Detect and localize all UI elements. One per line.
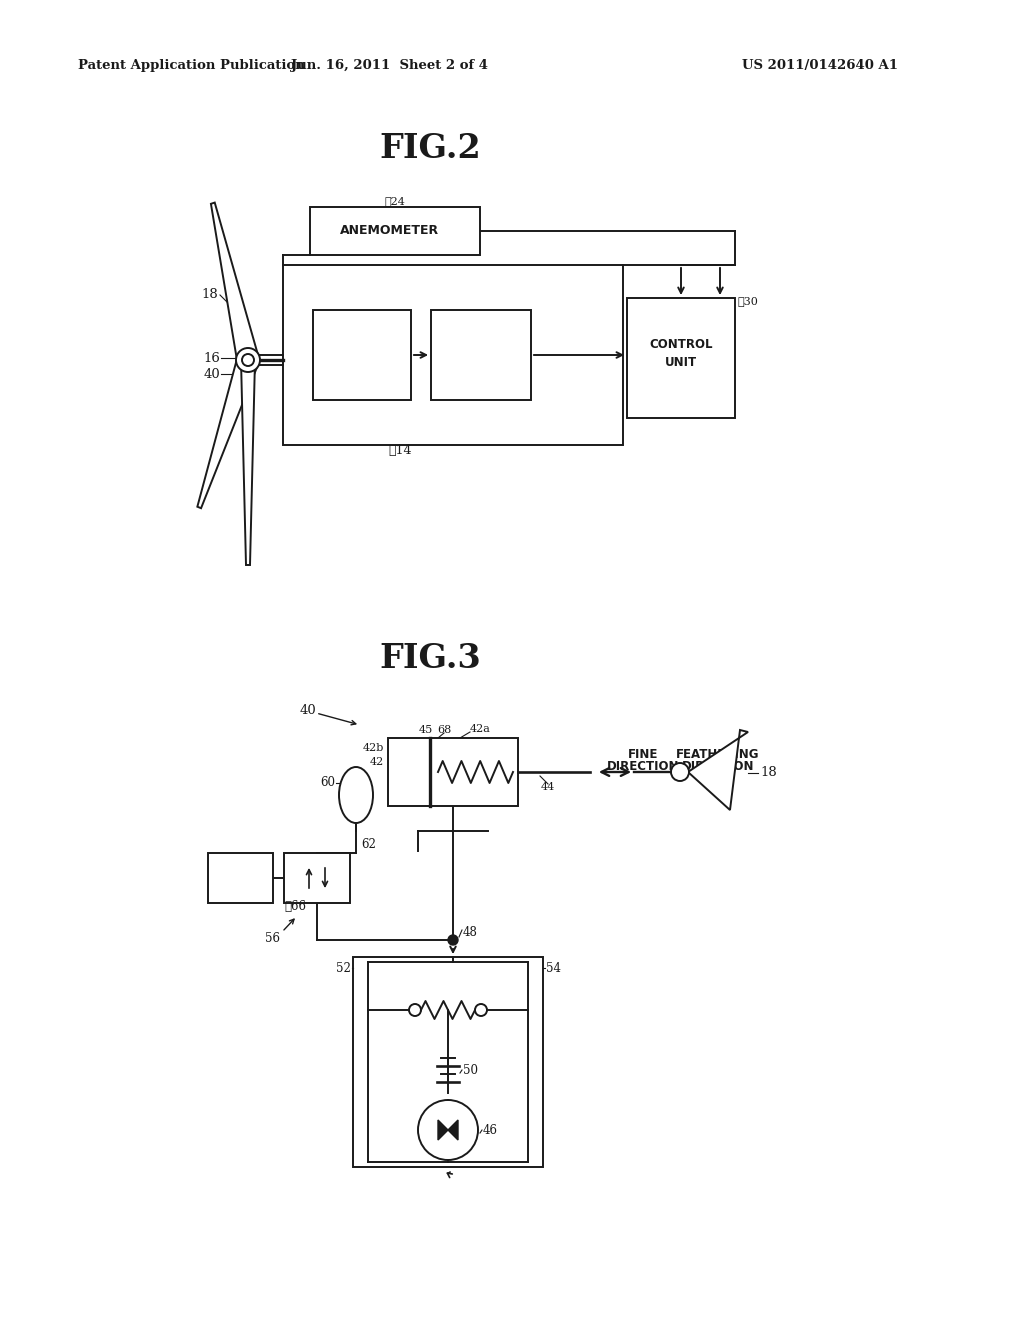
Text: ✔30: ✔30 bbox=[738, 296, 759, 306]
Text: DIRECTION: DIRECTION bbox=[607, 760, 679, 774]
Text: 16: 16 bbox=[203, 351, 220, 364]
Text: 42b: 42b bbox=[362, 743, 384, 752]
Text: 68: 68 bbox=[437, 725, 452, 735]
Circle shape bbox=[236, 348, 260, 372]
Text: 18: 18 bbox=[760, 767, 777, 780]
Bar bbox=[431, 310, 531, 400]
Ellipse shape bbox=[339, 767, 373, 822]
Text: 50: 50 bbox=[463, 1064, 478, 1077]
Polygon shape bbox=[241, 360, 255, 565]
Text: ✔20: ✔20 bbox=[351, 312, 373, 322]
Bar bbox=[284, 853, 350, 903]
Circle shape bbox=[418, 1100, 478, 1160]
Text: ✔24: ✔24 bbox=[385, 195, 406, 206]
Text: 18: 18 bbox=[202, 289, 218, 301]
Text: FIG.3: FIG.3 bbox=[379, 642, 481, 675]
Bar bbox=[208, 853, 273, 903]
Text: 45: 45 bbox=[419, 725, 433, 735]
Text: 56: 56 bbox=[265, 932, 280, 945]
Text: 42a: 42a bbox=[470, 723, 490, 734]
Text: Jun. 16, 2011  Sheet 2 of 4: Jun. 16, 2011 Sheet 2 of 4 bbox=[292, 58, 488, 71]
Polygon shape bbox=[211, 202, 258, 363]
Text: ANEMOMETER: ANEMOMETER bbox=[340, 224, 439, 238]
Circle shape bbox=[449, 935, 458, 945]
Text: 60: 60 bbox=[319, 776, 335, 789]
Polygon shape bbox=[198, 356, 258, 508]
Text: 48: 48 bbox=[463, 925, 478, 939]
Text: 40: 40 bbox=[300, 704, 316, 717]
Bar bbox=[627, 298, 735, 418]
Bar bbox=[313, 310, 411, 400]
Text: DIRECTION: DIRECTION bbox=[682, 760, 755, 774]
Polygon shape bbox=[438, 1119, 449, 1140]
Polygon shape bbox=[449, 1119, 458, 1140]
Text: 42: 42 bbox=[370, 756, 384, 767]
Text: GEAR: GEAR bbox=[344, 358, 380, 371]
Text: FINE: FINE bbox=[628, 747, 658, 760]
Circle shape bbox=[242, 354, 254, 366]
Bar bbox=[353, 957, 543, 1167]
Text: US 2011/0142640 A1: US 2011/0142640 A1 bbox=[742, 58, 898, 71]
Circle shape bbox=[475, 1005, 487, 1016]
Text: ✔14: ✔14 bbox=[388, 445, 412, 458]
Text: FEATHERING: FEATHERING bbox=[676, 747, 760, 760]
Text: Patent Application Publication: Patent Application Publication bbox=[78, 58, 305, 71]
Text: FIG.2: FIG.2 bbox=[379, 132, 481, 165]
Bar bbox=[283, 265, 623, 445]
Text: 46: 46 bbox=[483, 1123, 498, 1137]
Polygon shape bbox=[688, 730, 748, 810]
Circle shape bbox=[671, 763, 689, 781]
Circle shape bbox=[409, 1005, 421, 1016]
Text: ✔66: ✔66 bbox=[284, 900, 306, 913]
Bar bbox=[310, 207, 480, 255]
Text: ✔22: ✔22 bbox=[471, 312, 492, 322]
Text: 54: 54 bbox=[546, 961, 561, 974]
Text: 40: 40 bbox=[203, 367, 220, 380]
Text: 62: 62 bbox=[361, 838, 376, 851]
Text: UNIT: UNIT bbox=[665, 355, 697, 368]
Text: CONTROL: CONTROL bbox=[649, 338, 713, 351]
Bar bbox=[388, 738, 518, 807]
Text: 52: 52 bbox=[336, 961, 351, 974]
Text: 44: 44 bbox=[541, 781, 555, 792]
Text: SPEED-UP: SPEED-UP bbox=[329, 342, 395, 355]
Text: GENERATOR: GENERATOR bbox=[440, 350, 521, 363]
